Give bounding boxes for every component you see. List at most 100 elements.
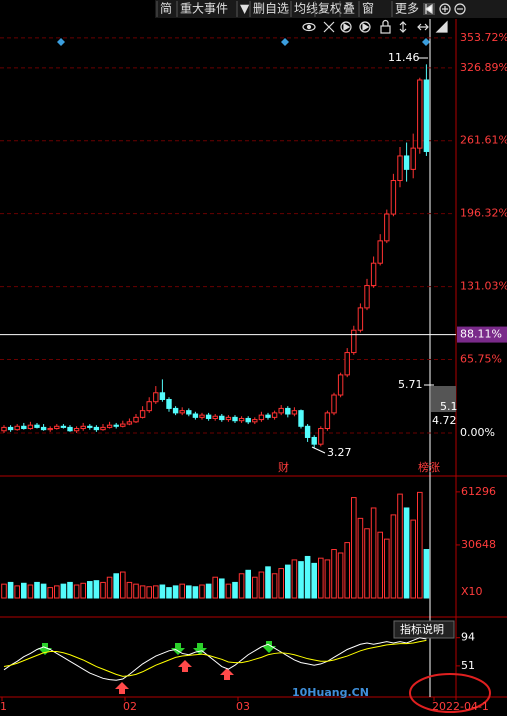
indicator-title-box <box>393 620 455 639</box>
volume-bar <box>7 581 14 599</box>
y-tick-label: 353.72% <box>460 31 507 44</box>
candle-body <box>417 79 423 149</box>
volume-bar <box>1 583 7 599</box>
volume-bar <box>318 557 324 599</box>
annotation-arrow <box>311 446 326 454</box>
candle-body <box>318 428 324 445</box>
volume-bar <box>423 549 430 599</box>
candle-body <box>146 401 152 412</box>
volume-bar <box>34 581 40 599</box>
crosshair-label: 88.11% <box>460 328 502 341</box>
unit-label: X10 <box>461 585 483 598</box>
volume-bar <box>100 581 106 599</box>
candle-body <box>172 407 179 414</box>
volume-bar <box>54 585 60 599</box>
volume-bar <box>397 493 403 599</box>
candle-body <box>14 425 20 431</box>
volume-bar <box>370 507 377 599</box>
volume-bar <box>93 580 100 599</box>
volume-bar <box>258 571 265 599</box>
annotation: 5.71 <box>398 378 423 391</box>
candle-body <box>126 421 133 425</box>
candle-body <box>252 419 258 423</box>
volume-bar <box>278 568 284 599</box>
volume-bar <box>291 559 298 599</box>
volume-bar <box>298 561 304 599</box>
candle-body <box>199 414 205 418</box>
toolbar <box>155 0 507 18</box>
toolbar-item[interactable]: 窗 <box>362 2 374 16</box>
candle-body <box>27 424 34 430</box>
volume-bar <box>390 514 397 599</box>
panel-borders <box>0 19 507 700</box>
candle-body <box>357 307 364 331</box>
candle-body <box>40 426 47 431</box>
y-tick-label: 261.61% <box>460 134 507 147</box>
volume-bar <box>27 584 34 599</box>
volume-bar <box>21 582 27 599</box>
candle-body <box>139 410 146 418</box>
toolbar-item[interactable]: 更多 <box>395 2 419 16</box>
candle-body <box>397 155 403 182</box>
candle-body <box>60 425 67 428</box>
indicator-title[interactable]: 指标说明 <box>400 622 444 636</box>
toolbar-item[interactable]: 删自选 <box>253 2 289 16</box>
toolbar-item[interactable]: ▼ <box>240 2 250 16</box>
volume-bar <box>67 581 73 599</box>
candle-body <box>258 414 265 421</box>
volume-bar <box>245 569 251 599</box>
candle-body <box>93 426 100 431</box>
watermark-circle <box>409 673 491 713</box>
candle-body <box>377 240 383 264</box>
volume-bar <box>252 576 258 599</box>
volume-bar <box>133 583 139 599</box>
candle-body <box>67 426 73 432</box>
y-tick-label: 196.32% <box>460 207 507 220</box>
volume-bar <box>304 555 311 599</box>
volume-bar <box>285 564 291 599</box>
volume-bar <box>212 576 218 599</box>
candle-body <box>34 424 40 428</box>
toolbar-item[interactable]: 简 <box>160 2 172 16</box>
candle-body <box>232 416 238 422</box>
candle-body <box>403 155 410 170</box>
volume-bar <box>87 581 93 599</box>
volume-bar <box>337 552 344 599</box>
volume-bar <box>417 491 423 599</box>
x-tick-label: 1 <box>0 700 7 713</box>
volume-bar <box>199 584 205 599</box>
candle-body <box>331 394 337 414</box>
toolbar-item[interactable]: 均线 <box>294 2 318 16</box>
toolbar-item[interactable]: 复权 <box>318 2 342 16</box>
volume-bar <box>73 584 80 599</box>
volume-bar <box>205 583 212 599</box>
annotation: 财 <box>278 460 289 474</box>
candle-body <box>153 392 159 403</box>
candle-body <box>1 426 7 432</box>
toolbar-item[interactable]: 叠 <box>343 2 355 16</box>
watermark: 10Huang.CN <box>292 686 369 699</box>
candle-body <box>87 425 93 428</box>
toolbar-icons <box>302 3 466 34</box>
candle-body <box>291 410 298 415</box>
volume-bar <box>166 587 172 599</box>
volume-bar <box>60 583 67 599</box>
x-tick-label: 2022-04-1 <box>432 700 489 713</box>
toolbar-item[interactable]: 重大事件 <box>180 2 228 16</box>
volume-bar <box>153 585 159 599</box>
y-tick-label: 0.00% <box>460 426 495 439</box>
candle-body <box>344 352 350 376</box>
candle-body <box>311 436 317 445</box>
volume-bar <box>139 585 146 599</box>
candle-body <box>179 410 185 414</box>
candle-body <box>212 415 218 419</box>
x-tick-label: 02 <box>123 700 137 713</box>
y-tick-label: 51 <box>461 659 475 672</box>
candle-body <box>285 407 291 415</box>
volume-bar <box>410 519 416 599</box>
volume-bar <box>172 585 179 599</box>
candle-body <box>364 285 370 309</box>
candle-body <box>192 413 199 418</box>
y-tick-label: 65.75% <box>460 353 502 366</box>
